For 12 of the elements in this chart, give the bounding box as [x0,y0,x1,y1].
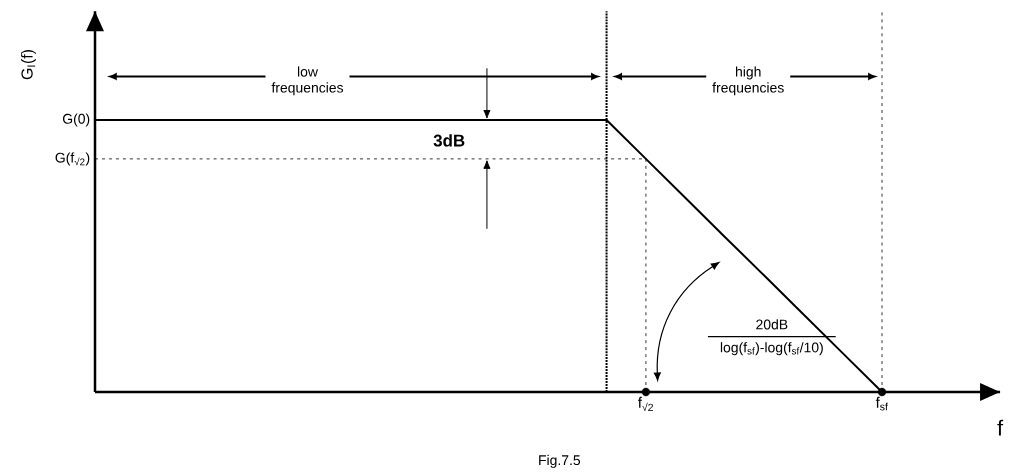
x-axis-title: f [997,419,1004,436]
caption: Fig.7.5 [539,455,581,469]
annotation: G(f$_{√2}$) [55,152,90,166]
x-tick-label: f$_{√2}$ [638,397,653,412]
annotation: 3dB [433,134,465,147]
y-axis-title: G$_{I}$(f) [21,50,36,80]
x-tick-label: f$_{sf}$ [875,397,888,411]
annotation: 20dB [756,319,788,330]
annotation: log(f$_{sf}$)-log(f$_{sf}$/10) [720,342,823,356]
annotation: G(0) [62,113,90,127]
text: low frequencies [271,66,344,96]
text: high frequencies [712,66,784,96]
